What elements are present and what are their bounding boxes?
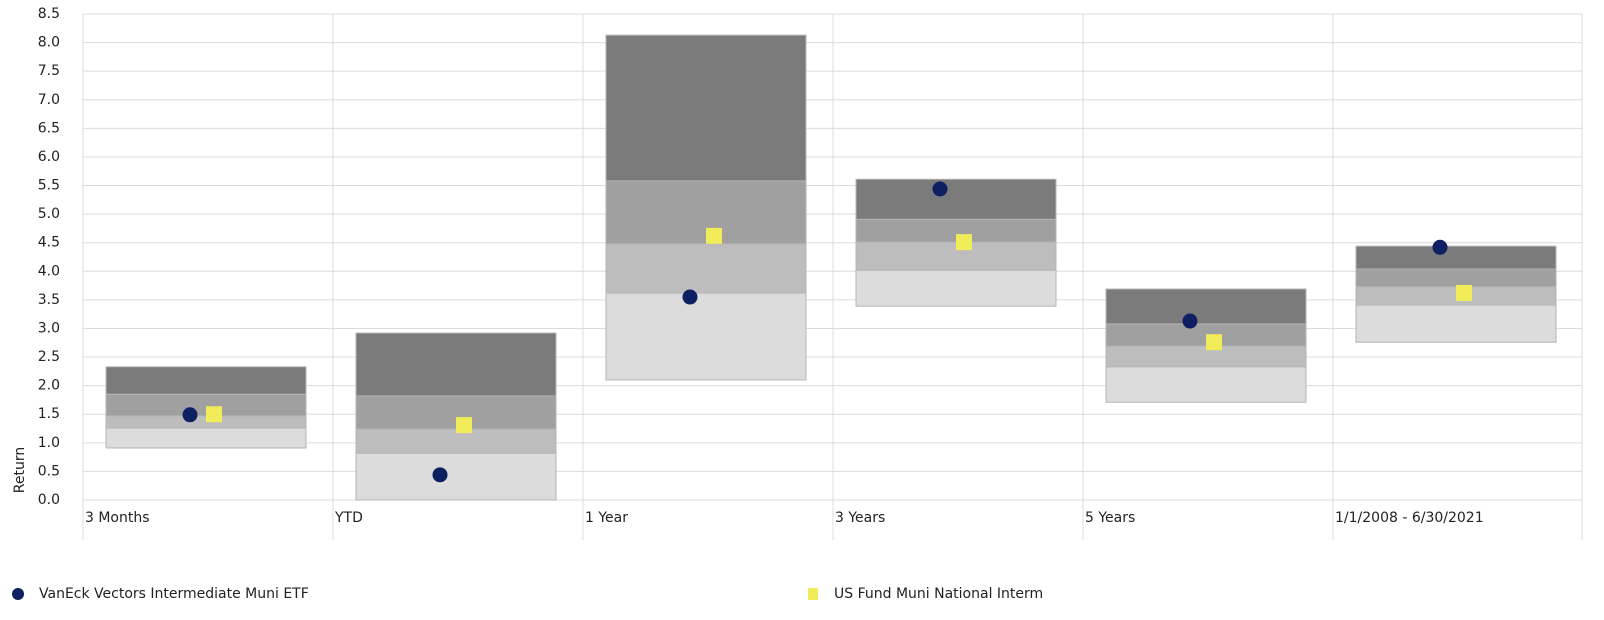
y-tick-label: 8.5 <box>38 6 60 22</box>
y-tick-label: 8.0 <box>38 35 60 51</box>
y-tick-label: 4.0 <box>38 263 60 279</box>
y-axis-label: Return <box>12 447 28 493</box>
y-tick-label: 6.0 <box>38 149 60 165</box>
point <box>1432 239 1448 255</box>
band-segment <box>355 452 557 501</box>
x-tick-label: 5 Years <box>1085 510 1135 526</box>
y-tick-label: 3.0 <box>38 320 60 336</box>
point <box>706 227 722 244</box>
legend-label: US Fund Muni National Interm <box>834 586 1043 602</box>
point <box>1206 334 1222 351</box>
band-segment <box>855 269 1057 307</box>
point <box>956 234 972 251</box>
legend-marker <box>808 588 818 600</box>
band-segment <box>1105 366 1307 403</box>
y-tick-label: 3.5 <box>38 292 60 308</box>
point <box>456 417 472 434</box>
point <box>1456 285 1472 302</box>
y-tick-label: 7.5 <box>38 63 60 79</box>
y-tick-label: 6.5 <box>38 120 60 136</box>
y-tick-label: 1.5 <box>38 406 60 422</box>
y-tick-label: 0.0 <box>38 492 60 508</box>
band-segment <box>1105 288 1307 325</box>
y-tick-label: 5.5 <box>38 178 60 194</box>
legend-marker <box>12 588 24 600</box>
point <box>932 181 948 197</box>
band-segment <box>355 428 557 454</box>
point <box>432 467 448 483</box>
y-tick-label: 2.5 <box>38 349 60 365</box>
point <box>682 289 698 305</box>
band-segment <box>355 332 557 397</box>
band-segment <box>855 178 1057 220</box>
band-segment <box>1355 245 1557 270</box>
y-tick-label: 5.0 <box>38 206 60 222</box>
point <box>1182 313 1198 329</box>
band-segment <box>1355 268 1557 288</box>
y-tick-label: 4.5 <box>38 235 60 251</box>
y-tick-label: 1.0 <box>38 435 60 451</box>
x-tick-label: 3 Years <box>835 510 885 526</box>
band-segment <box>105 366 307 395</box>
x-tick-label: YTD <box>334 510 363 526</box>
y-tick-label: 2.0 <box>38 378 60 394</box>
band-segment <box>605 292 807 381</box>
x-tick-label: 3 Months <box>85 510 150 526</box>
band-segment <box>605 243 807 294</box>
band-segment <box>105 427 307 449</box>
point <box>182 407 198 423</box>
point <box>206 406 222 423</box>
legend-label: VanEck Vectors Intermediate Muni ETF <box>39 586 309 602</box>
band-segment <box>605 34 807 182</box>
x-tick-label: 1/1/2008 - 6/30/2021 <box>1335 510 1484 526</box>
band-segment <box>1355 304 1557 343</box>
y-tick-label: 0.5 <box>38 463 60 479</box>
y-tick-label: 7.0 <box>38 92 60 108</box>
x-tick-label: 1 Year <box>585 510 628 526</box>
